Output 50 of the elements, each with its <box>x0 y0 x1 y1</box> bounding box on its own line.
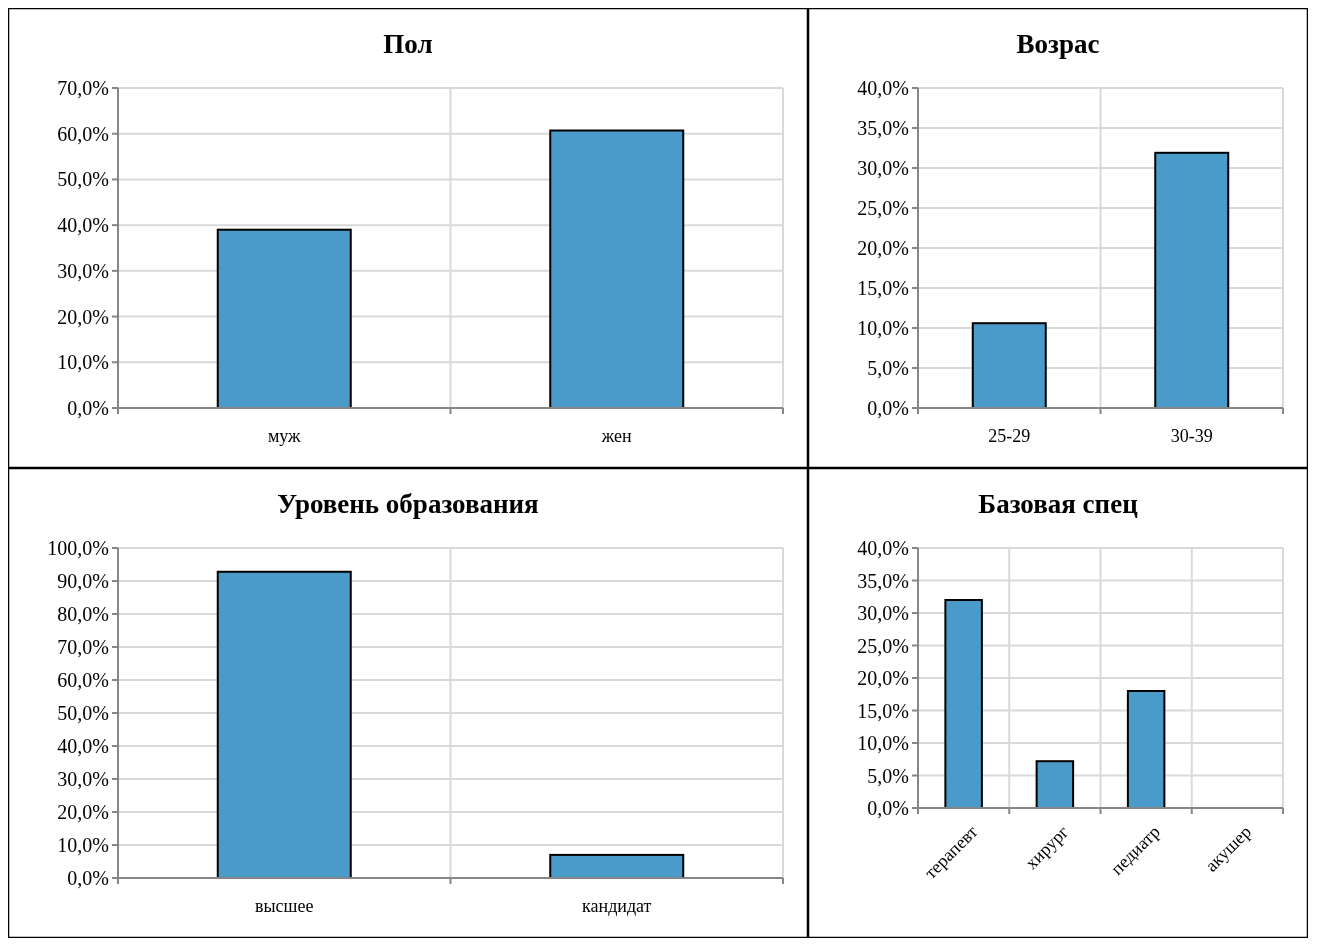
bar <box>1126 690 1166 809</box>
y-tick-label: 25,0% <box>857 197 909 219</box>
y-tick-label: 70,0% <box>57 636 109 658</box>
y-tick-label: 30,0% <box>57 768 109 790</box>
x-tick-label: жен <box>600 426 633 446</box>
y-tick-label: 30,0% <box>857 602 909 624</box>
y-tick-label: 90,0% <box>57 570 109 592</box>
y-tick-label: 0,0% <box>67 867 109 889</box>
chart-title: Пол <box>383 29 433 59</box>
y-tick-label: 35,0% <box>857 117 909 139</box>
bar <box>1035 760 1075 809</box>
y-tick-label: 50,0% <box>57 168 109 191</box>
y-tick-label: 40,0% <box>857 77 909 99</box>
y-tick-label: 5,0% <box>867 357 909 379</box>
x-tick-label: 25-29 <box>988 426 1031 446</box>
y-tick-label: 70,0% <box>57 77 109 99</box>
y-tick-label: 30,0% <box>57 259 109 282</box>
y-tick-label: 30,0% <box>857 157 909 179</box>
y-tick-label: 0,0% <box>867 797 909 819</box>
y-tick-label: 5,0% <box>867 764 909 787</box>
y-tick-label: 60,0% <box>57 122 109 145</box>
y-tick-label: 10,0% <box>857 732 909 754</box>
y-tick-label: 0,0% <box>67 397 109 419</box>
y-tick-label: 50,0% <box>57 702 109 724</box>
y-tick-label: 20,0% <box>857 237 909 259</box>
y-tick-label: 25,0% <box>857 634 909 657</box>
chart-title: Возрас <box>1016 29 1100 59</box>
y-tick-label: 80,0% <box>57 603 109 625</box>
chart-title: Базовая спец <box>978 489 1139 519</box>
y-tick-label: 10,0% <box>57 834 109 856</box>
chart-title: Уровень образования <box>277 489 539 519</box>
y-tick-label: 20,0% <box>857 667 909 689</box>
y-tick-label: 10,0% <box>857 317 909 339</box>
x-tick-label: муж <box>267 426 302 446</box>
y-tick-label: 15,0% <box>857 699 909 722</box>
y-tick-label: 35,0% <box>857 569 909 592</box>
y-tick-label: 0,0% <box>867 397 909 419</box>
x-tick-label: высшее <box>255 896 314 916</box>
x-tick-label: кандидат <box>582 896 652 916</box>
y-tick-label: 60,0% <box>57 669 109 691</box>
y-tick-label: 10,0% <box>57 351 109 374</box>
y-tick-label: 20,0% <box>57 801 109 823</box>
bar <box>944 599 983 809</box>
y-tick-label: 15,0% <box>857 277 909 299</box>
y-tick-label: 20,0% <box>57 305 109 328</box>
y-tick-label: 40,0% <box>57 735 109 757</box>
y-tick-label: 100,0% <box>47 537 109 559</box>
y-tick-label: 40,0% <box>57 214 109 237</box>
x-tick-label: 30-39 <box>1170 426 1213 446</box>
y-tick-label: 40,0% <box>857 537 909 559</box>
